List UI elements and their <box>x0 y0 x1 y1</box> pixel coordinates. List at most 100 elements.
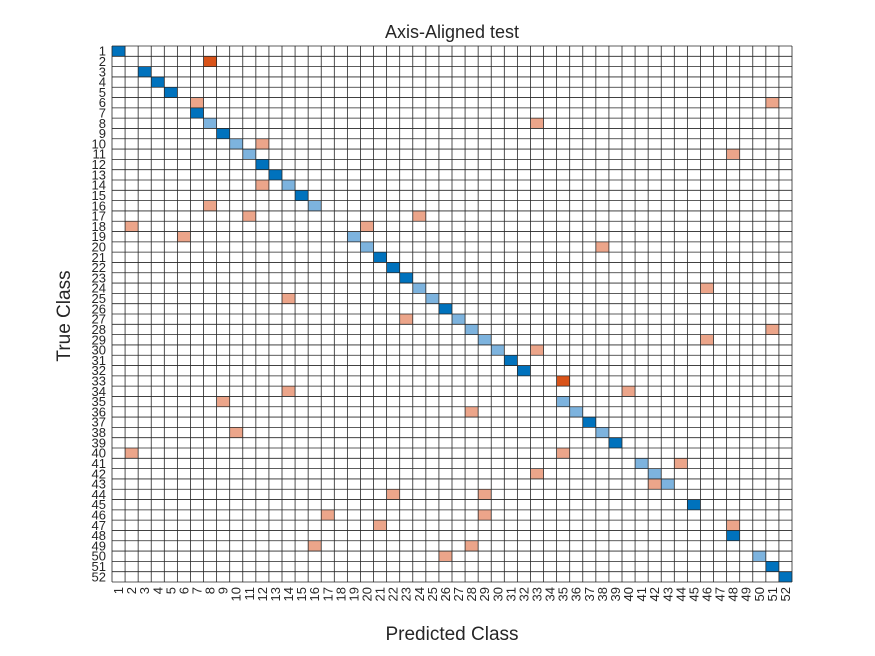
x-tick-label: 49 <box>739 587 754 601</box>
x-tick-label: 25 <box>425 587 440 601</box>
matrix-cell <box>491 344 505 356</box>
matrix-cell <box>778 571 792 582</box>
y-tick-label: 52 <box>92 569 106 584</box>
y-tick-label: 38 <box>92 425 106 440</box>
matrix-cell <box>203 56 217 67</box>
x-tick-label: 18 <box>333 587 348 601</box>
matrix-cell <box>530 118 544 129</box>
y-tick-label: 17 <box>92 209 106 224</box>
x-tick-label: 28 <box>464 587 479 601</box>
y-tick-label: 31 <box>92 353 106 368</box>
matrix-cell <box>386 262 400 273</box>
matrix-cell <box>752 551 766 562</box>
y-tick-label: 4 <box>99 75 106 90</box>
matrix-cell <box>164 87 178 98</box>
matrix-cell <box>203 118 217 129</box>
x-axis-title: Predicted Class <box>385 624 518 645</box>
y-tick-label: 8 <box>99 116 106 131</box>
matrix-cell <box>726 149 740 160</box>
matrix-cell <box>347 231 361 242</box>
y-tick-label: 3 <box>99 64 106 79</box>
x-tick-label: 11 <box>242 587 257 601</box>
matrix-cell <box>125 221 139 232</box>
matrix-cell <box>229 138 243 150</box>
matrix-cell <box>112 46 126 57</box>
matrix-cell <box>765 97 779 108</box>
matrix-cell <box>177 231 191 242</box>
y-tick-label: 23 <box>92 270 106 285</box>
y-tick-label: 33 <box>92 374 106 389</box>
matrix-cell <box>765 561 779 572</box>
y-tick-label: 25 <box>92 291 106 306</box>
matrix-cell <box>360 241 374 253</box>
matrix-cell <box>726 530 740 541</box>
x-tick-label: 21 <box>373 587 388 601</box>
x-tick-label: 34 <box>543 587 558 601</box>
x-tick-label: 10 <box>229 587 244 601</box>
x-tick-label: 2 <box>124 587 139 594</box>
matrix-cell <box>687 499 701 510</box>
matrix-cell <box>700 334 714 345</box>
matrix-cell <box>465 324 479 335</box>
x-tick-label: 40 <box>621 587 636 601</box>
matrix-cell <box>282 386 296 397</box>
x-tick-label: 30 <box>490 587 505 601</box>
matrix-cell <box>125 448 139 459</box>
x-tick-label: 50 <box>752 587 767 601</box>
x-tick-label: 8 <box>203 587 218 594</box>
x-tick-label: 5 <box>163 587 178 594</box>
matrix-cell <box>373 520 387 531</box>
matrix-cell <box>255 138 269 150</box>
y-tick-label: 21 <box>92 250 106 265</box>
matrix-cell <box>255 159 269 170</box>
y-tick-label: 43 <box>92 477 106 492</box>
matrix-cell <box>373 252 387 263</box>
matrix-cell <box>648 468 662 479</box>
x-tick-label: 19 <box>346 587 361 601</box>
y-tick-label: 29 <box>92 332 106 347</box>
x-tick-label: 39 <box>608 587 623 601</box>
matrix-cell <box>478 509 492 521</box>
y-tick-label: 5 <box>99 85 106 100</box>
x-tick-label: 42 <box>647 587 662 601</box>
grid-lines <box>111 45 793 583</box>
x-tick-label: 52 <box>778 587 793 601</box>
x-tick-label: 51 <box>765 587 780 601</box>
y-tick-label: 42 <box>92 466 106 481</box>
x-tick-label: 24 <box>412 587 427 601</box>
y-tick-label: 18 <box>92 219 106 234</box>
matrix-cell <box>452 314 466 325</box>
y-tick-label: 32 <box>92 363 106 378</box>
matrix-cell <box>648 478 662 490</box>
y-tick-label: 49 <box>92 538 106 553</box>
matrix-cell <box>151 76 165 88</box>
matrix-cell <box>399 314 413 325</box>
matrix-cell <box>268 169 282 180</box>
x-tick-label: 23 <box>399 587 414 601</box>
x-tick-label: 47 <box>713 587 728 601</box>
x-tick-label: 32 <box>516 587 531 601</box>
matrix-cell <box>530 468 544 479</box>
matrix-cell <box>216 128 230 139</box>
matrix-cell <box>556 448 570 459</box>
y-tick-labels: 1234567891011121314151617181920212223242… <box>92 44 106 585</box>
matrix-cell <box>216 396 230 407</box>
matrix-cell <box>465 406 479 418</box>
y-axis-title: True Class <box>54 270 75 361</box>
matrix-cell <box>386 489 400 500</box>
y-tick-label: 22 <box>92 260 106 275</box>
y-tick-label: 20 <box>92 240 106 255</box>
y-tick-label: 46 <box>92 508 106 523</box>
x-tick-label: 3 <box>137 587 152 594</box>
y-tick-label: 48 <box>92 528 106 543</box>
y-tick-label: 6 <box>99 95 106 110</box>
matrix-cell <box>190 107 204 119</box>
y-tick-label: 50 <box>92 549 106 564</box>
y-tick-label: 13 <box>92 167 106 182</box>
matrix-cell <box>399 272 413 284</box>
x-tick-label: 46 <box>700 587 715 601</box>
y-tick-label: 45 <box>92 497 106 512</box>
matrix-cell <box>765 324 779 335</box>
y-tick-label: 26 <box>92 301 106 316</box>
